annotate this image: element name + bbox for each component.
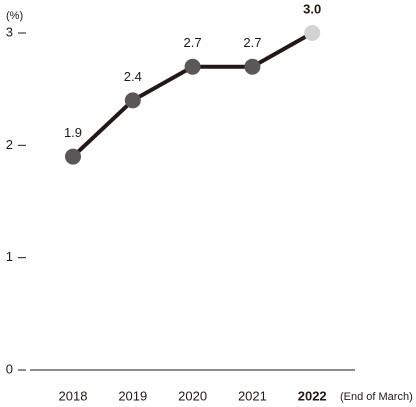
x-note: (End of March) — [340, 391, 413, 403]
y-tick-label: 3 — [6, 24, 13, 39]
data-label: 2.4 — [124, 69, 142, 84]
x-tick-label: 2018 — [59, 388, 88, 403]
x-tick-label: 2019 — [118, 388, 147, 403]
data-label: 3.0 — [303, 1, 321, 16]
point — [244, 58, 261, 75]
point — [304, 25, 321, 41]
line — [71, 31, 314, 159]
data-label: 1.9 — [64, 125, 82, 140]
y-tick-label: 1 — [6, 249, 13, 264]
y-unit: (%) — [6, 10, 23, 22]
x-tick-label: 2021 — [238, 388, 267, 403]
point — [184, 58, 201, 75]
x-tick-label: 2020 — [178, 388, 207, 403]
y-tick-label: 2 — [6, 137, 13, 152]
x-tick-label: 2022 — [298, 388, 327, 403]
data-label: 2.7 — [184, 35, 202, 50]
y-tick-label: 0 — [6, 361, 13, 376]
point — [65, 148, 81, 165]
point — [124, 92, 141, 109]
data-label: 2.7 — [243, 35, 261, 50]
